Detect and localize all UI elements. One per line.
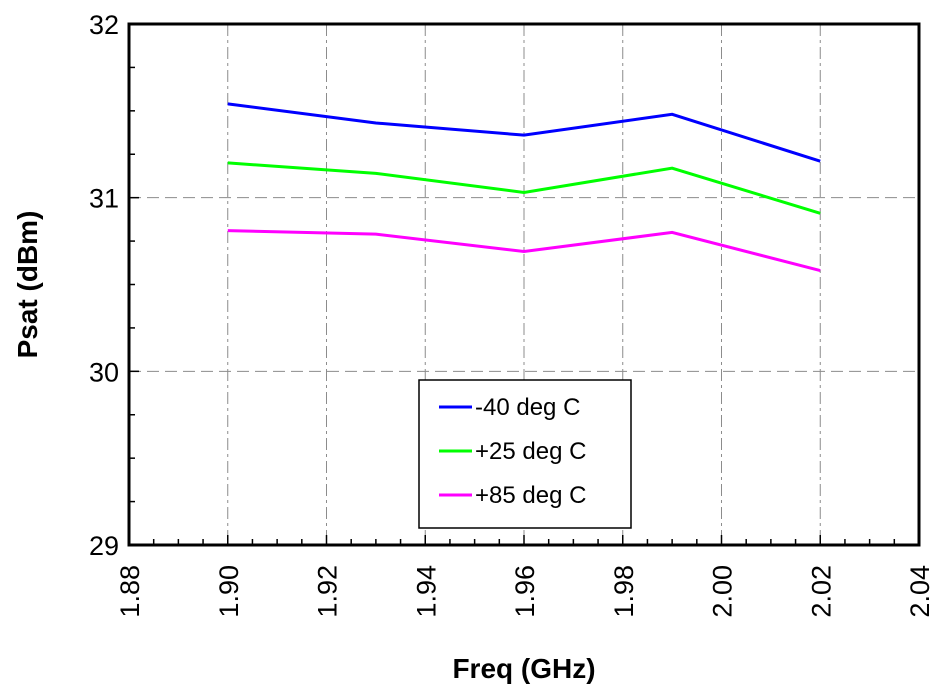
x-tick-label: 1.94 — [411, 565, 441, 618]
y-tick-label: 31 — [89, 184, 119, 214]
legend-label: -40 deg C — [475, 394, 580, 421]
x-tick-label: 1.98 — [609, 565, 639, 618]
y-tick-label: 32 — [89, 10, 119, 40]
y-tick-label: 30 — [89, 357, 119, 387]
x-tick-label: 2.02 — [806, 565, 836, 618]
x-tick-label: 1.88 — [115, 565, 145, 618]
legend-box — [418, 379, 632, 529]
x-tick-label: 2.04 — [905, 565, 935, 618]
x-tick-label: 2.00 — [708, 565, 738, 618]
y-tick-label: 29 — [89, 531, 119, 561]
tick-labels: 1.88 1.90 1.92 1.94 1.96 1.98 2.00 2.02 2.04 29 30… — [89, 10, 935, 618]
x-tick-label: 1.92 — [313, 565, 343, 618]
series-line-1 — [227, 102, 821, 163]
plot-frame — [127, 22, 921, 547]
legend-label: +85 deg C — [475, 482, 586, 509]
series-line-3 — [227, 229, 821, 273]
grid — [129, 24, 919, 545]
x-tick-label: 1.96 — [510, 565, 540, 618]
legend: -40 deg C +25 deg C +85 deg C — [418, 379, 632, 529]
series-lines — [227, 102, 821, 273]
x-axis-title: Freq (GHz) — [452, 653, 595, 684]
series-line-2 — [227, 161, 821, 215]
legend-label: +25 deg C — [475, 438, 586, 465]
y-axis-title: Psat (dBm) — [12, 211, 43, 359]
x-tick-label: 1.90 — [214, 565, 244, 618]
